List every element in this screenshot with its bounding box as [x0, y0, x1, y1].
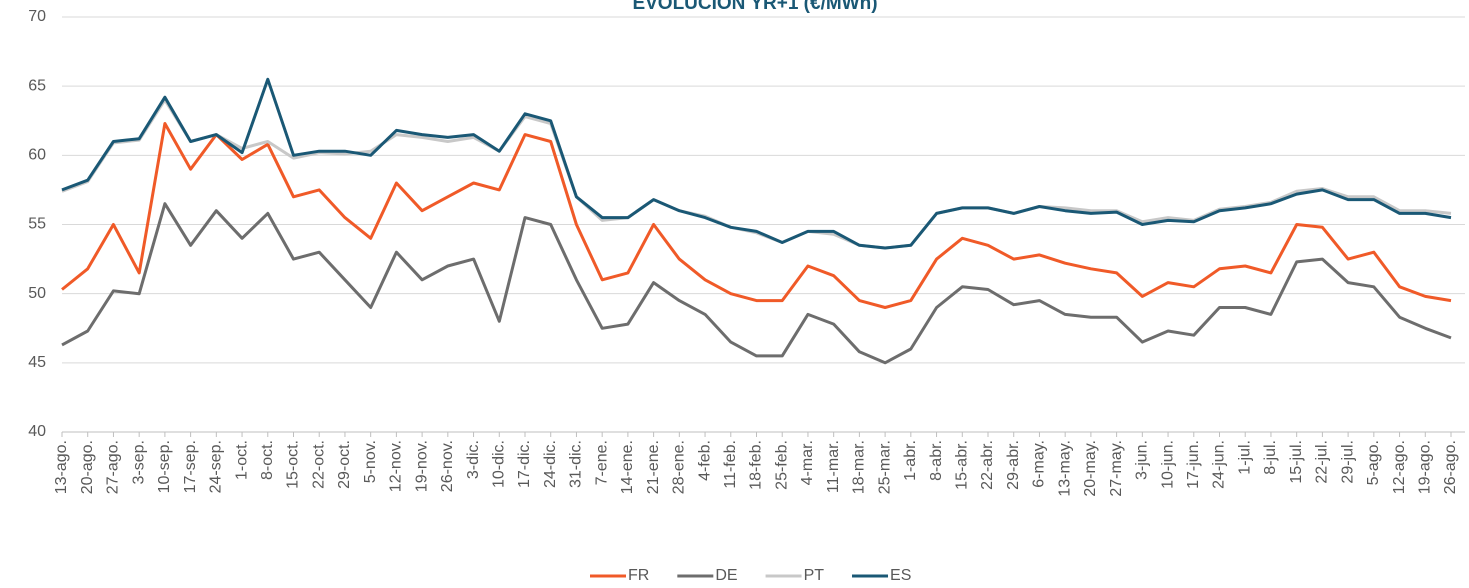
x-tick-label: 27-ago.: [105, 440, 122, 494]
x-tick-label: 24-dic.: [542, 440, 559, 488]
x-tick-label: 17-sep.: [182, 440, 199, 493]
x-tick-label: 20-ago.: [79, 440, 96, 494]
x-tick-label: 11-feb.: [722, 440, 739, 489]
x-tick-label: 7-ene.: [593, 440, 610, 485]
x-tick-label: 18-mar.: [851, 440, 868, 494]
x-tick-label: 1-oct.: [233, 440, 250, 480]
chart-title: EVOLUCIÓN YR+1 (€/MWh): [632, 0, 877, 14]
x-tick-label: 3-sep.: [130, 440, 147, 484]
x-tick-label: 15-oct.: [285, 440, 302, 489]
line-series: [61, 202, 1452, 365]
y-tick-label: 70: [28, 8, 46, 25]
x-tick-label: 10-sep.: [156, 440, 173, 493]
x-tick-label: 22-jul.: [1314, 440, 1331, 484]
x-tick-label: 22-abr.: [979, 440, 996, 490]
x-tick-label: 18-feb.: [748, 440, 765, 490]
x-tick-label: 4-feb.: [696, 440, 713, 481]
y-tick-label: 60: [28, 147, 46, 164]
y-tick-label: 55: [28, 216, 46, 233]
x-tick-label: 1-abr.: [902, 440, 919, 481]
x-tick-label: 15-jul.: [1288, 440, 1305, 484]
x-tick-label: 29-abr.: [1005, 440, 1022, 490]
legend-label: DE: [715, 567, 737, 584]
x-tick-label: 28-ene.: [671, 440, 688, 494]
x-tick-label: 1-jul.: [1236, 440, 1253, 475]
x-tick-label: 10-dic.: [490, 440, 507, 488]
x-tick-label: 8-abr.: [928, 440, 945, 481]
x-tick-label: 26-ago.: [1442, 440, 1459, 494]
x-tick-label: 19-ago.: [1416, 440, 1433, 494]
x-tick-label: 31-dic.: [568, 440, 585, 488]
x-tick-label: 14-ene.: [619, 440, 636, 494]
legend-label: FR: [628, 567, 649, 584]
x-tick-label: 22-oct.: [310, 440, 327, 489]
y-tick-label: 40: [28, 423, 46, 440]
x-tick-label: 19-nov.: [413, 440, 430, 492]
x-tick-label: 8-jul.: [1262, 440, 1279, 475]
x-tick-label: 3-jun.: [1134, 440, 1151, 480]
line-series: [61, 77, 1452, 250]
x-tick-label: 5-ago.: [1365, 440, 1382, 485]
x-tick-label: 25-feb.: [773, 440, 790, 490]
x-tick-label: 21-ene.: [645, 440, 662, 494]
x-tick-label: 20-may.: [1082, 440, 1099, 497]
x-tick-label: 12-ago.: [1391, 440, 1408, 494]
x-tick-label: 10-jun.: [1159, 440, 1176, 489]
legend-label: ES: [890, 567, 911, 584]
x-tick-label: 15-abr.: [953, 440, 970, 490]
x-tick-label: 6-may.: [1031, 440, 1048, 488]
x-tick-label: 13-ago.: [53, 440, 70, 494]
x-tick-label: 4-mar.: [799, 440, 816, 485]
x-tick-label: 25-mar.: [876, 440, 893, 494]
x-tick-label: 11-mar.: [825, 440, 842, 493]
x-tick-label: 5-nov.: [362, 440, 379, 483]
y-tick-label: 50: [28, 285, 46, 302]
x-tick-label: 3-dic.: [465, 440, 482, 479]
line-series: [61, 122, 1452, 309]
x-tick-label: 29-jul.: [1339, 440, 1356, 484]
y-tick-label: 45: [28, 354, 46, 371]
line-series: [61, 98, 1452, 250]
x-tick-label: 24-jun.: [1211, 440, 1228, 489]
x-tick-label: 27-may.: [1108, 440, 1125, 497]
x-tick-label: 8-oct.: [259, 440, 276, 480]
x-tick-label: 13-may.: [1056, 440, 1073, 497]
legend-label: PT: [804, 567, 825, 584]
x-tick-label: 17-dic.: [516, 440, 533, 488]
x-tick-label: 26-nov.: [439, 440, 456, 492]
y-tick-label: 65: [28, 77, 46, 94]
x-tick-label: 17-jun.: [1185, 440, 1202, 489]
x-tick-label: 12-nov.: [388, 440, 405, 492]
x-tick-label: 29-oct.: [336, 440, 353, 489]
x-tick-label: 24-sep.: [208, 440, 225, 493]
